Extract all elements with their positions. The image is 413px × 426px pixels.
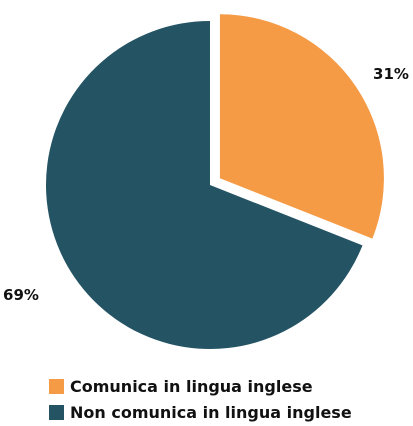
legend-label-comunica: Comunica in lingua inglese [70,376,313,396]
legend-swatch-non-comunica [49,404,64,420]
pie-slice-non-comunica [45,21,363,349]
legend: Comunica in lingua inglese Non comunica … [49,373,413,425]
legend-item-comunica: Comunica in lingua inglese [49,373,413,399]
legend-swatch-comunica [49,378,64,394]
legend-item-non-comunica: Non comunica in lingua inglese [49,399,413,425]
data-label-comunica: 31% [373,65,409,83]
pie-slice-comunica [219,14,384,239]
legend-label-non-comunica: Non comunica in lingua inglese [70,402,352,422]
data-label-non-comunica: 69% [3,286,39,304]
